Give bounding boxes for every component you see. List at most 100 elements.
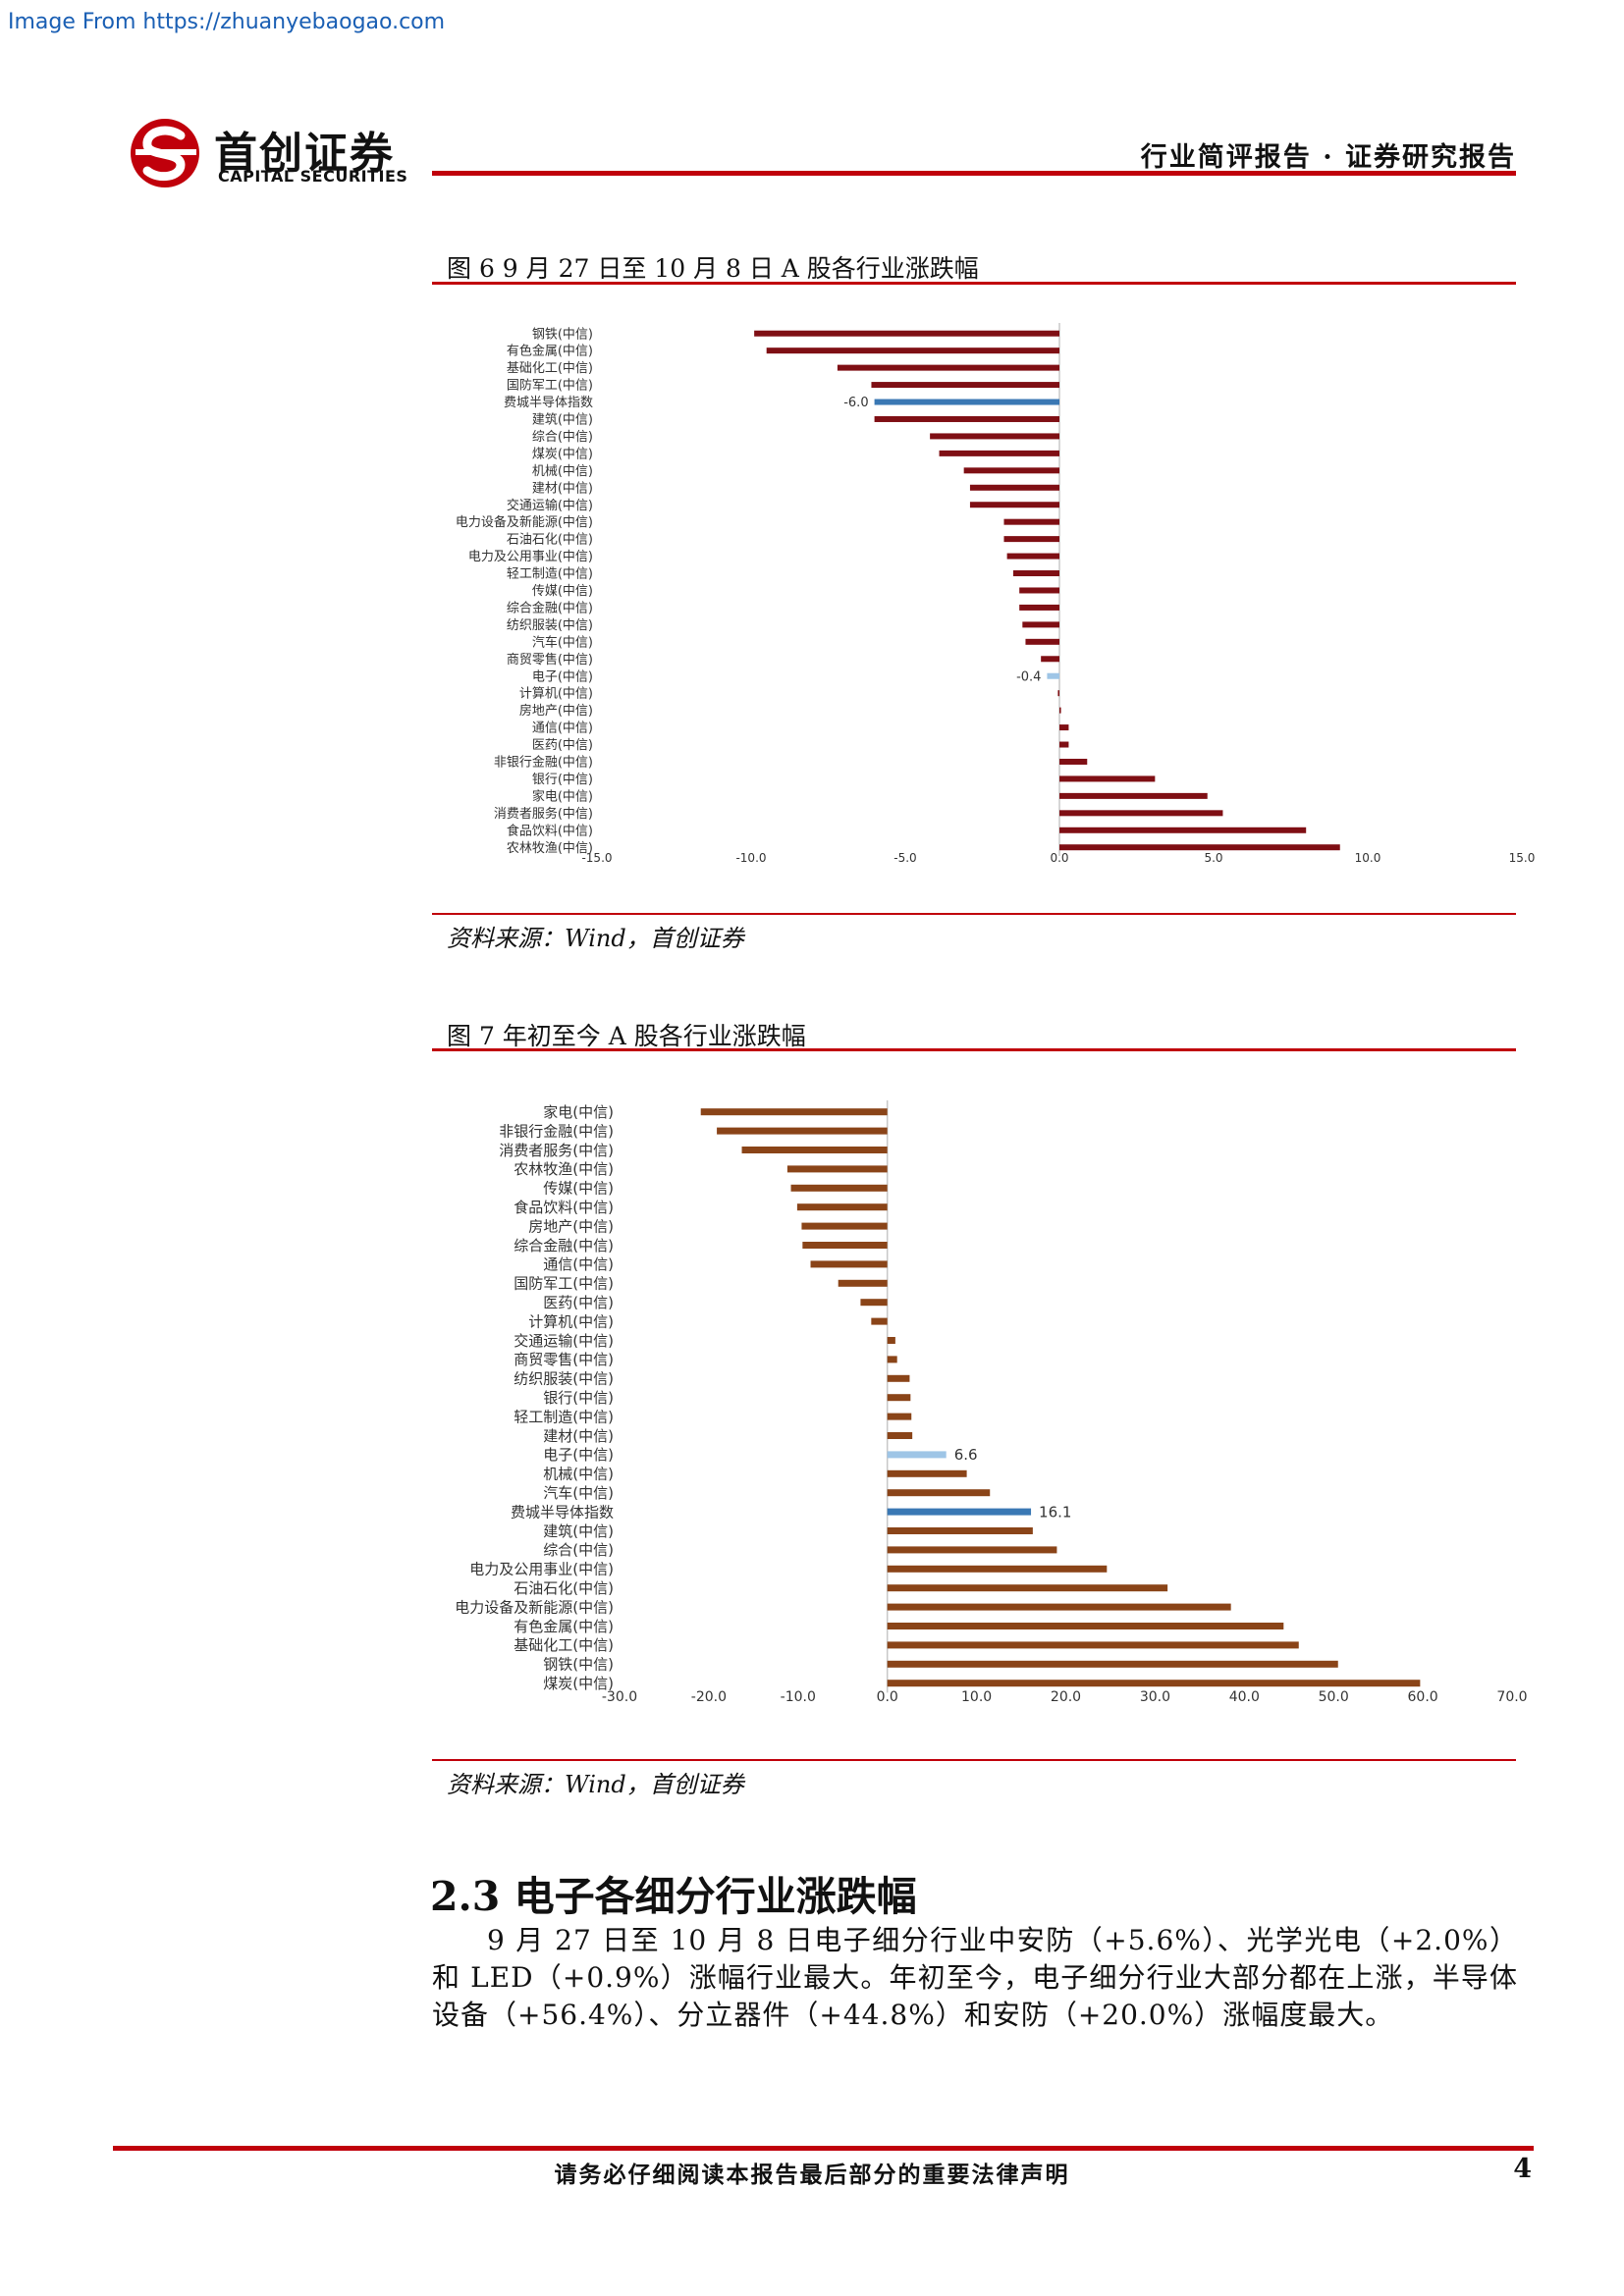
data-label: -0.4 <box>1016 669 1041 684</box>
category-label: 家电(中信) <box>543 1103 614 1121</box>
footer-divider <box>113 2146 1534 2151</box>
bar <box>1059 758 1088 765</box>
company-logo: 首创证券 CAPITAL SECURITIES <box>128 116 422 194</box>
bar <box>810 1260 888 1268</box>
x-tick-label: 5.0 <box>1204 851 1222 865</box>
category-label: 交通运输(中信) <box>514 1332 614 1350</box>
category-label: 电力及公用事业(中信) <box>469 1561 614 1578</box>
category-label: 通信(中信) <box>532 721 593 736</box>
bar <box>1059 844 1340 851</box>
bar <box>871 1317 888 1325</box>
section-heading: 2.3 电子各细分行业涨跌幅 <box>430 1873 917 1920</box>
category-label: 农林牧渔(中信) <box>514 1160 614 1178</box>
category-label: 机械(中信) <box>532 464 593 479</box>
bar <box>741 1147 888 1153</box>
category-label: 消费者服务(中信) <box>499 1142 614 1159</box>
figure-6-title: 图 6 9 月 27 日至 10 月 8 日 A 股各行业涨跌幅 <box>447 254 979 283</box>
bar <box>1006 553 1059 560</box>
category-label: 轻工制造(中信) <box>507 567 593 582</box>
bar <box>790 1184 888 1192</box>
category-label: 食品饮料(中信) <box>514 1199 614 1216</box>
figure-6-title-rule <box>432 282 1516 285</box>
x-tick-label: -5.0 <box>893 851 916 865</box>
category-label: 电子(中信) <box>543 1446 614 1464</box>
bar <box>1019 604 1059 611</box>
category-label: 石油石化(中信) <box>507 533 593 548</box>
category-label: 纺织服装(中信) <box>507 618 593 633</box>
bar <box>1059 707 1061 714</box>
page-number: 4 <box>1513 2154 1532 2184</box>
bar <box>887 1603 1231 1611</box>
bar <box>887 1413 912 1420</box>
category-label: 非银行金融(中信) <box>499 1122 614 1140</box>
bar <box>1022 621 1059 628</box>
bar <box>887 1641 1299 1649</box>
bar <box>887 1680 1421 1687</box>
x-tick-label: 70.0 <box>1496 1689 1527 1705</box>
bar <box>796 1203 888 1211</box>
category-label: 房地产(中信) <box>528 1217 614 1235</box>
data-label: 6.6 <box>954 1446 978 1464</box>
source-watermark[interactable]: Image From https://zhuanyebaogao.com <box>8 10 446 34</box>
category-label: 综合金融(中信) <box>507 600 593 615</box>
bar <box>766 347 1059 354</box>
bar <box>887 1432 913 1439</box>
category-label: 通信(中信) <box>543 1255 614 1273</box>
category-label: 医药(中信) <box>532 738 593 753</box>
category-label: 传媒(中信) <box>543 1180 614 1198</box>
category-label: 电力设备及新能源(中信) <box>455 1598 614 1616</box>
category-label: 国防军工(中信) <box>507 378 593 394</box>
bar <box>887 1508 1032 1516</box>
category-label: 非银行金融(中信) <box>494 755 593 771</box>
x-tick-label: -20.0 <box>691 1689 727 1705</box>
category-label: 银行(中信) <box>532 773 593 787</box>
bar <box>1057 690 1059 697</box>
figure-7-title: 图 7 年初至今 A 股各行业涨跌幅 <box>447 1022 806 1050</box>
bar <box>887 1451 947 1459</box>
bar <box>717 1127 888 1135</box>
x-tick-label: 0.0 <box>877 1689 898 1705</box>
category-label: 计算机(中信) <box>528 1312 614 1330</box>
x-tick-label: -10.0 <box>781 1689 816 1705</box>
bar <box>887 1337 895 1344</box>
x-tick-label: 20.0 <box>1051 1689 1081 1705</box>
category-label: 石油石化(中信) <box>514 1579 614 1597</box>
bar <box>887 1374 910 1382</box>
category-label: 煤炭(中信) <box>543 1675 614 1692</box>
bar <box>1019 587 1059 594</box>
x-tick-label: 30.0 <box>1140 1689 1170 1705</box>
category-label: 费城半导体指数 <box>504 396 593 410</box>
data-label: -6.0 <box>843 396 868 410</box>
category-label: 电子(中信) <box>532 669 593 684</box>
category-label: 费城半导体指数 <box>511 1503 614 1521</box>
category-label: 传媒(中信) <box>532 584 593 599</box>
x-tick-label: 0.0 <box>1050 851 1068 865</box>
x-tick-label: 15.0 <box>1509 851 1536 865</box>
bar <box>1003 518 1059 525</box>
bar <box>887 1546 1057 1554</box>
bar <box>1059 810 1223 817</box>
category-label: 商贸零售(中信) <box>514 1351 614 1368</box>
bar <box>969 502 1059 508</box>
category-label: 建材(中信) <box>543 1427 614 1445</box>
bar <box>837 364 1059 371</box>
category-label: 房地产(中信) <box>519 703 593 719</box>
bar <box>860 1299 888 1307</box>
category-label: 钢铁(中信) <box>543 1656 614 1674</box>
bar <box>887 1660 1338 1668</box>
bar <box>754 330 1059 337</box>
bar <box>963 467 1059 474</box>
bar <box>1047 672 1059 679</box>
category-label: 计算机(中信) <box>519 687 593 702</box>
bar <box>887 1623 1284 1629</box>
bar <box>786 1165 888 1173</box>
bar <box>887 1565 1108 1573</box>
bar <box>1059 792 1208 799</box>
category-label: 交通运输(中信) <box>507 498 593 513</box>
category-label: 银行(中信) <box>543 1389 614 1407</box>
category-label: 轻工制造(中信) <box>514 1408 614 1425</box>
category-label: 汽车(中信) <box>543 1484 614 1502</box>
category-label: 钢铁(中信) <box>532 327 593 342</box>
